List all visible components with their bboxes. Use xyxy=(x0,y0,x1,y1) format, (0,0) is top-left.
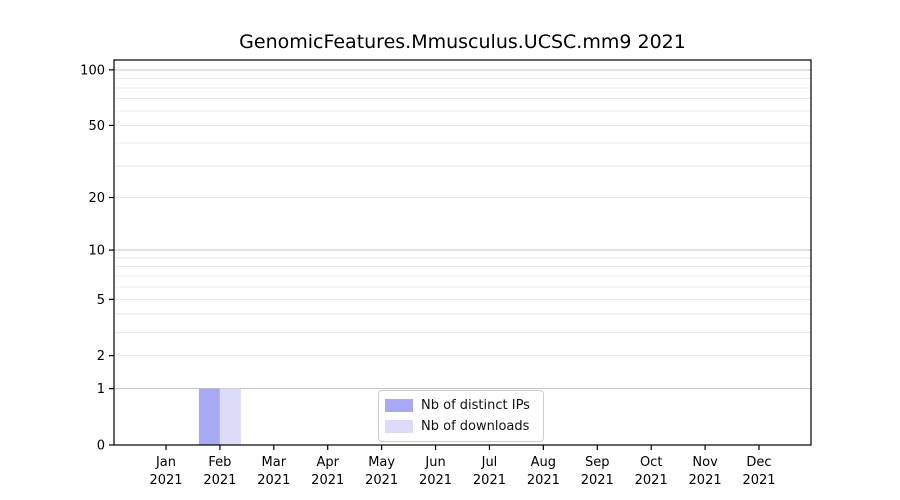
x-tick-label-month: Jun xyxy=(424,455,445,470)
x-tick-label-month: Aug xyxy=(531,455,556,470)
x-axis: Jan 2021 Feb 2021 Mar 2021 Apr 2021 May 2021 Jun 20… xyxy=(149,445,776,488)
x-tick-label-month: Mar xyxy=(262,455,287,470)
y-tick-label: 100 xyxy=(80,63,105,78)
x-tick-label-month: Jan xyxy=(155,455,176,470)
x-tick-label-month: Sep xyxy=(585,455,610,470)
x-tick-label-month: Apr xyxy=(316,455,339,470)
y-tick-label: 50 xyxy=(88,119,105,134)
x-tick-label-year: 2021 xyxy=(689,473,722,488)
gridlines-major xyxy=(114,69,811,390)
x-tick-label-month: Feb xyxy=(208,455,231,470)
x-tick-label-month: Oct xyxy=(640,455,662,470)
legend-label-downloads: Nb of downloads xyxy=(421,419,530,434)
x-tick-label-year: 2021 xyxy=(581,473,614,488)
chart-title: GenomicFeatures.Mmusculus.UCSC.mm9 2021 xyxy=(239,31,686,53)
bar-downloads xyxy=(219,388,241,445)
y-tick-label: 1 xyxy=(97,382,105,397)
x-tick-label-year: 2021 xyxy=(149,473,182,488)
x-tick-label-year: 2021 xyxy=(419,473,452,488)
y-tick-label: 2 xyxy=(97,349,105,364)
legend: Nb of distinct IPs Nb of downloads xyxy=(378,390,544,442)
bar-distinct-ips xyxy=(198,388,220,445)
legend-swatch-distinct-ips xyxy=(385,399,413,412)
x-tick-label-year: 2021 xyxy=(742,473,775,488)
gridlines-minor xyxy=(114,77,811,357)
legend-label-distinct-ips: Nb of distinct IPs xyxy=(421,398,530,413)
y-axis: 0 1 2 5 10 20 50 100 xyxy=(80,63,114,454)
x-tick-label-year: 2021 xyxy=(257,473,290,488)
y-tick-label: 0 xyxy=(97,439,105,454)
legend-swatch-downloads xyxy=(385,420,413,433)
x-tick-label-month: Dec xyxy=(746,455,771,470)
y-tick-label: 10 xyxy=(88,244,105,259)
bars xyxy=(198,388,241,445)
axes-frame xyxy=(113,59,812,446)
x-tick-label-year: 2021 xyxy=(473,473,506,488)
x-tick-label-month: Nov xyxy=(692,455,718,470)
legend-item-downloads: Nb of downloads xyxy=(385,417,537,436)
x-tick-label-year: 2021 xyxy=(635,473,668,488)
x-tick-label-year: 2021 xyxy=(527,473,560,488)
x-tick-label-month: May xyxy=(368,455,395,470)
x-tick-label-year: 2021 xyxy=(203,473,236,488)
y-tick-label: 20 xyxy=(88,191,105,206)
y-tick-label: 5 xyxy=(97,293,105,308)
x-tick-label-year: 2021 xyxy=(365,473,398,488)
legend-item-distinct-ips: Nb of distinct IPs xyxy=(385,396,537,415)
x-tick-label-month: Jul xyxy=(481,455,498,470)
x-tick-label-year: 2021 xyxy=(311,473,344,488)
